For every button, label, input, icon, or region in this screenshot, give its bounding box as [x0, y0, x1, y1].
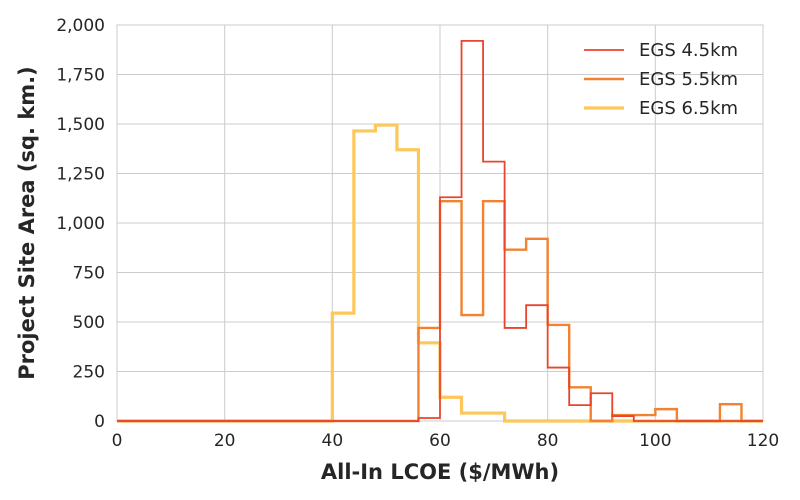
- x-tick-label: 60: [429, 431, 451, 451]
- legend-item: EGS 4.5km: [584, 40, 738, 61]
- legend-label: EGS 5.5km: [639, 69, 738, 90]
- y-tick-label: 1,500: [56, 115, 105, 135]
- legend-item: EGS 5.5km: [584, 69, 738, 90]
- x-tick-label: 0: [112, 431, 123, 451]
- y-tick-label: 250: [73, 363, 105, 383]
- y-tick-label: 0: [94, 412, 105, 432]
- legend-item: EGS 6.5km: [584, 98, 738, 119]
- y-tick-labels: 0 250 500 750 1,000 1,250 1,500 1,750 2,000: [56, 16, 105, 432]
- y-tick-label: 1,250: [56, 165, 105, 185]
- y-tick-label: 750: [73, 264, 105, 284]
- series-layer: [117, 39, 763, 423]
- y-tick-label: 1,750: [56, 66, 105, 86]
- x-tick-label: 120: [747, 431, 779, 451]
- x-axis-title: All-In LCOE ($/MWh): [321, 460, 559, 484]
- x-tick-label: 20: [214, 431, 236, 451]
- legend: EGS 4.5km EGS 5.5km EGS 6.5km: [584, 40, 738, 119]
- plot-frame: [116, 24, 764, 422]
- x-tick-label: 80: [537, 431, 559, 451]
- series-line-egs-4-5km: [117, 39, 763, 422]
- legend-label: EGS 4.5km: [639, 40, 738, 61]
- x-tick-labels: 0 20 40 60 80 100 120: [112, 431, 780, 451]
- legend-label: EGS 6.5km: [639, 98, 738, 119]
- x-tick-label: 40: [322, 431, 344, 451]
- x-tick-label: 100: [639, 431, 671, 451]
- y-axis-title: Project Site Area (sq. km.): [15, 66, 39, 380]
- grid: [116, 24, 764, 422]
- y-tick-label: 2,000: [56, 16, 105, 36]
- y-tick-label: 1,000: [56, 214, 105, 234]
- y-tick-label: 500: [73, 313, 105, 333]
